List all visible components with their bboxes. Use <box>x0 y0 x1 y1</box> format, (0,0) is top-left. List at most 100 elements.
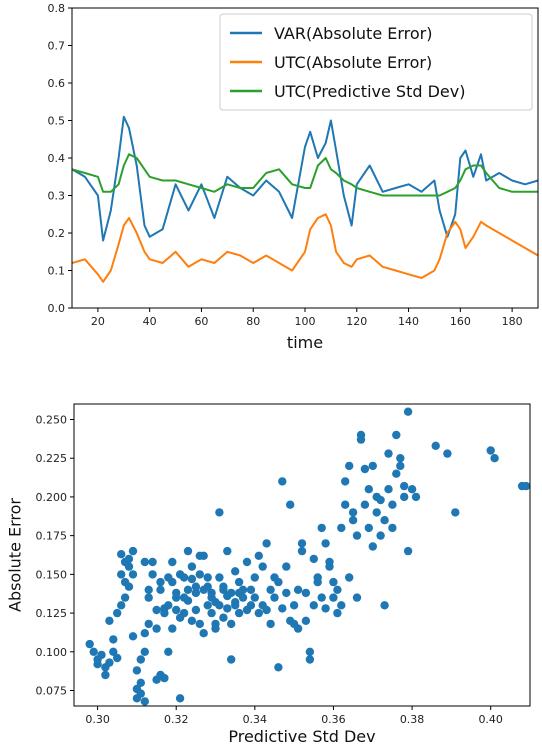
line-y-tick-label: 0.8 <box>48 2 66 15</box>
scatter-point <box>341 477 350 486</box>
scatter-point <box>117 570 126 579</box>
line-y-tick-label: 0.4 <box>48 152 66 165</box>
scatter-chart: 0.30 0.32 0.34 0.36 0.38 0.40 0.075 0.100 0.125… <box>6 403 531 746</box>
scatter-point <box>333 608 342 618</box>
scatter-point <box>364 523 373 533</box>
scatter-x-tick-label: 0.34 <box>243 713 268 726</box>
scatter-point <box>223 604 232 613</box>
scatter-point <box>187 574 197 584</box>
scatter-point <box>128 570 138 579</box>
scatter-point <box>305 647 315 656</box>
scatter-point <box>175 694 185 703</box>
scatter-point <box>321 604 330 613</box>
scatter-point <box>392 469 401 478</box>
scatter-point <box>148 570 157 579</box>
scatter-point <box>411 492 421 502</box>
scatter-point <box>403 546 413 556</box>
scatter-y-tick-label: 0.100 <box>36 646 68 659</box>
scatter-point <box>136 678 145 687</box>
scatter-point <box>345 461 354 471</box>
scatter-point <box>113 653 122 663</box>
scatter-point <box>219 585 228 594</box>
scatter-point <box>309 554 318 564</box>
scatter-point <box>321 539 330 548</box>
scatter-point <box>203 601 212 610</box>
scatter-point <box>250 573 259 582</box>
scatter-point <box>191 588 201 598</box>
scatter-point <box>227 588 236 598</box>
line-y-tick-label: 0.6 <box>48 77 66 90</box>
legend-entry-label: UTC(Absolute Error) <box>274 53 432 72</box>
scatter-point <box>152 624 161 633</box>
scatter-point <box>356 435 366 444</box>
scatter-point <box>124 582 134 591</box>
scatter-point <box>140 697 149 706</box>
scatter-point <box>132 666 142 675</box>
scatter-point <box>183 596 193 605</box>
scatter-point <box>376 495 385 505</box>
scatter-point <box>234 577 244 587</box>
scatter-point <box>238 593 248 602</box>
legend-entry-label: VAR(Absolute Error) <box>274 24 432 43</box>
scatter-point <box>352 531 362 540</box>
scatter-point <box>313 573 322 582</box>
scatter-point <box>179 608 189 618</box>
scatter-point <box>183 546 193 556</box>
scatter-point <box>156 577 165 587</box>
scatter-point <box>101 670 110 680</box>
scatter-point <box>156 585 165 594</box>
scatter-point <box>238 585 248 594</box>
scatter-point <box>403 407 413 416</box>
scatter-point <box>250 593 259 602</box>
scatter-point <box>199 551 208 560</box>
scatter-point <box>246 601 256 610</box>
scatter-point <box>105 616 114 625</box>
scatter-point <box>305 655 315 664</box>
scatter-point <box>140 647 149 656</box>
legend-box <box>219 13 533 111</box>
line-y-axis: 0.0 0.1 0.2 0.3 0.4 0.5 0.6 0.7 0.8 <box>48 2 72 315</box>
scatter-point <box>372 508 381 517</box>
scatter-point <box>282 588 291 598</box>
scatter-point <box>109 635 118 644</box>
scatter-point <box>293 624 303 633</box>
scatter-point <box>172 605 181 615</box>
scatter-point <box>227 619 236 629</box>
scatter-point <box>451 508 460 517</box>
scatter-point <box>187 616 197 625</box>
scatter-point <box>388 523 397 533</box>
scatter-point <box>124 562 134 571</box>
scatter-point <box>231 601 240 610</box>
scatter-point <box>348 516 358 525</box>
scatter-point <box>297 546 307 556</box>
scatter-point <box>274 577 283 587</box>
scatter-point <box>148 557 157 567</box>
scatter-point <box>396 461 405 471</box>
scatter-point <box>215 508 224 517</box>
scatter-x-tick-label: 0.40 <box>478 713 503 726</box>
scatter-point <box>117 601 126 610</box>
line-y-tick-label: 0.1 <box>48 265 66 278</box>
scatter-point <box>246 585 256 594</box>
scatter-y-tick-label: 0.225 <box>36 452 68 465</box>
scatter-point <box>329 577 338 587</box>
scatter-point <box>231 567 240 576</box>
scatter-y-tick-label: 0.075 <box>36 685 68 698</box>
line-chart: 20 40 60 80 100 120 140 160 180 0.00.10.20.30.40… <box>48 2 539 352</box>
scatter-point <box>301 616 311 625</box>
scatter-point <box>120 593 130 602</box>
scatter-point <box>258 562 267 571</box>
scatter-point <box>317 523 326 533</box>
scatter-point <box>140 557 149 567</box>
scatter-point <box>286 500 295 509</box>
scatter-point <box>195 619 204 629</box>
scatter-x-tick-label: 0.38 <box>400 713 425 726</box>
scatter-point <box>368 542 377 551</box>
scatter-point <box>392 430 401 440</box>
line-x-tick-label: 20 <box>91 315 105 328</box>
scatter-point <box>124 554 134 564</box>
scatter-point <box>490 454 499 463</box>
line-x-tick-label: 160 <box>450 315 471 328</box>
